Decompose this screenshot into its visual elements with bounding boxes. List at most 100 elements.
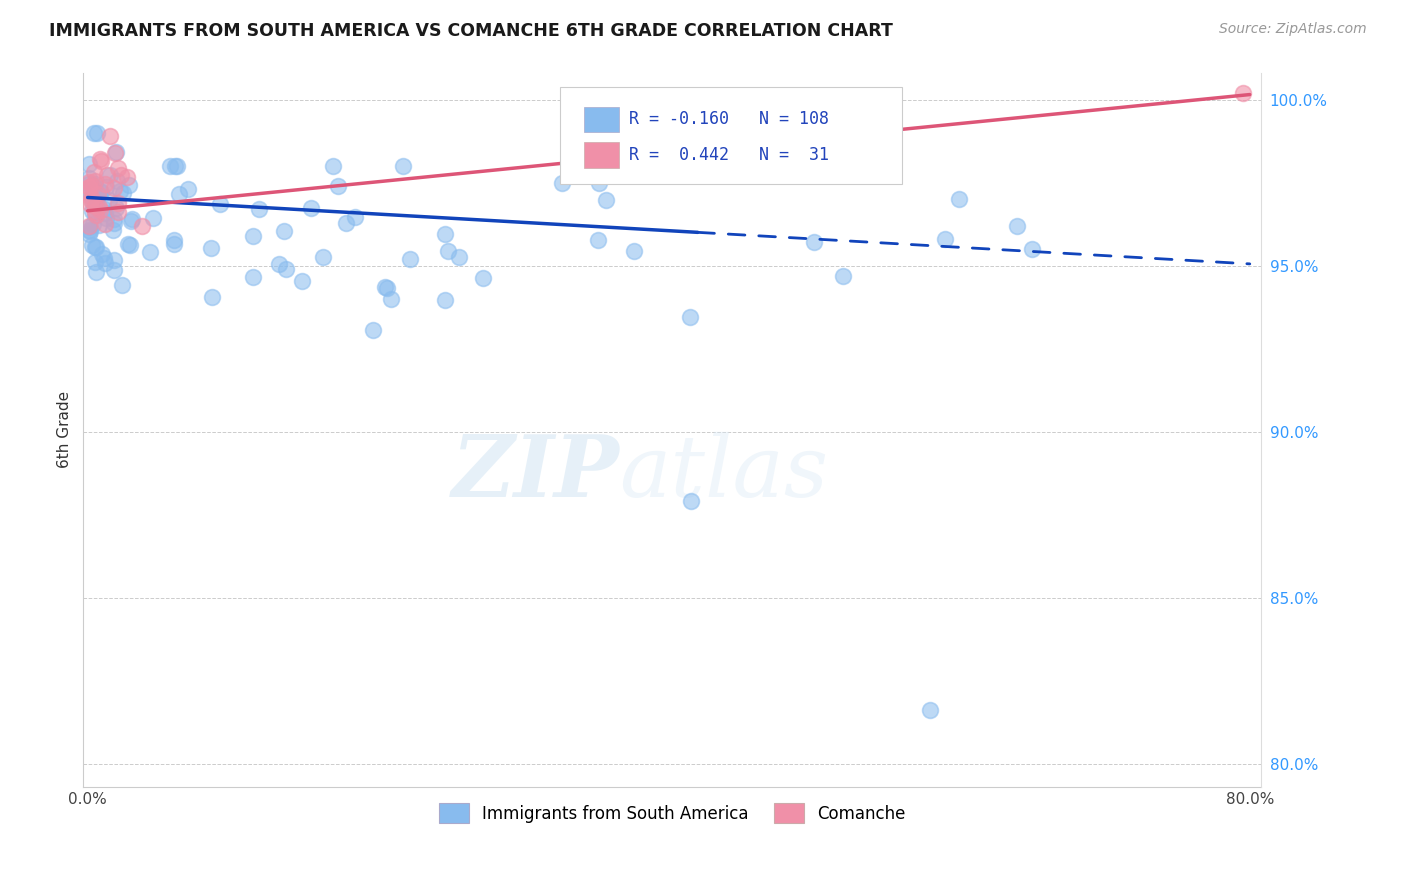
Point — [86, 265, 108, 279]
Point — [103, 212, 125, 227]
Point — [86, 191, 108, 205]
Point — [80, 204, 103, 219]
Text: R =  0.442   N =  31: R = 0.442 N = 31 — [628, 146, 828, 164]
Point — [167, 186, 190, 201]
Point — [121, 211, 143, 226]
Point — [588, 176, 610, 190]
Point — [103, 216, 125, 230]
Point — [84, 177, 107, 191]
Point — [1007, 219, 1029, 233]
Text: IMMIGRANTS FROM SOUTH AMERICA VS COMANCHE 6TH GRADE CORRELATION CHART: IMMIGRANTS FROM SOUTH AMERICA VS COMANCH… — [49, 22, 893, 40]
Point — [79, 196, 101, 211]
Point — [83, 178, 105, 193]
Point — [1021, 242, 1043, 256]
Point — [93, 202, 115, 216]
Point — [312, 250, 335, 264]
Point — [299, 201, 322, 215]
Point — [433, 227, 456, 241]
Point — [391, 159, 413, 173]
Point — [82, 195, 104, 210]
Point — [80, 193, 103, 207]
Point — [551, 176, 574, 190]
Point — [595, 193, 617, 207]
Point — [322, 159, 344, 173]
Point — [98, 169, 121, 183]
Point — [107, 205, 129, 219]
Point — [101, 223, 124, 237]
Point — [82, 218, 104, 232]
Point — [142, 211, 165, 225]
Point — [447, 250, 470, 264]
Point — [165, 159, 187, 173]
Point — [586, 233, 609, 247]
Point — [83, 165, 105, 179]
Point — [107, 174, 129, 188]
Point — [89, 184, 111, 198]
Point — [84, 239, 107, 253]
Point — [93, 217, 115, 231]
Point — [90, 247, 112, 261]
Text: atlas: atlas — [619, 432, 828, 514]
Point — [89, 202, 111, 217]
Point — [87, 200, 110, 214]
Point — [163, 237, 186, 252]
Point — [107, 161, 129, 175]
Point — [77, 227, 100, 242]
Point — [273, 224, 295, 238]
Point — [107, 196, 129, 211]
Point — [84, 255, 107, 269]
Point — [433, 293, 456, 307]
Point — [200, 241, 222, 255]
Text: Source: ZipAtlas.com: Source: ZipAtlas.com — [1219, 22, 1367, 37]
Point — [80, 178, 103, 193]
Point — [77, 180, 100, 194]
Point — [103, 262, 125, 277]
Point — [803, 235, 825, 250]
Point — [90, 185, 112, 199]
Point — [201, 290, 224, 304]
Point — [79, 224, 101, 238]
Point — [209, 197, 232, 211]
Point — [934, 232, 956, 246]
Point — [326, 178, 349, 193]
Text: R = -0.160   N = 108: R = -0.160 N = 108 — [628, 110, 828, 128]
Point — [89, 218, 111, 232]
Point — [110, 168, 132, 182]
Point — [177, 182, 200, 196]
Point — [79, 178, 101, 192]
Point — [84, 208, 107, 222]
Point — [80, 189, 103, 203]
Point — [118, 238, 141, 252]
Point — [111, 186, 134, 200]
Point — [83, 126, 105, 140]
Point — [276, 262, 298, 277]
Point — [89, 152, 111, 166]
Point — [77, 219, 100, 234]
Point — [436, 244, 458, 259]
Point — [344, 210, 367, 224]
Point — [82, 238, 104, 252]
Legend: Immigrants from South America, Comanche: Immigrants from South America, Comanche — [433, 797, 912, 830]
Point — [105, 145, 128, 160]
Point — [77, 183, 100, 197]
Point — [84, 174, 107, 188]
Point — [832, 268, 855, 283]
Point — [375, 281, 398, 295]
FancyBboxPatch shape — [561, 87, 903, 184]
Point — [77, 175, 100, 189]
Point — [77, 219, 100, 233]
Point — [104, 145, 127, 160]
Point — [399, 252, 422, 266]
Point — [269, 257, 291, 271]
Text: ZIP: ZIP — [451, 431, 619, 515]
Point — [105, 201, 128, 215]
Point — [77, 171, 100, 186]
Point — [679, 494, 702, 508]
Point — [77, 157, 100, 171]
Point — [111, 278, 134, 293]
Point — [98, 128, 121, 143]
Point — [83, 189, 105, 203]
Point — [131, 219, 153, 233]
Point — [77, 222, 100, 236]
Point — [94, 179, 117, 194]
